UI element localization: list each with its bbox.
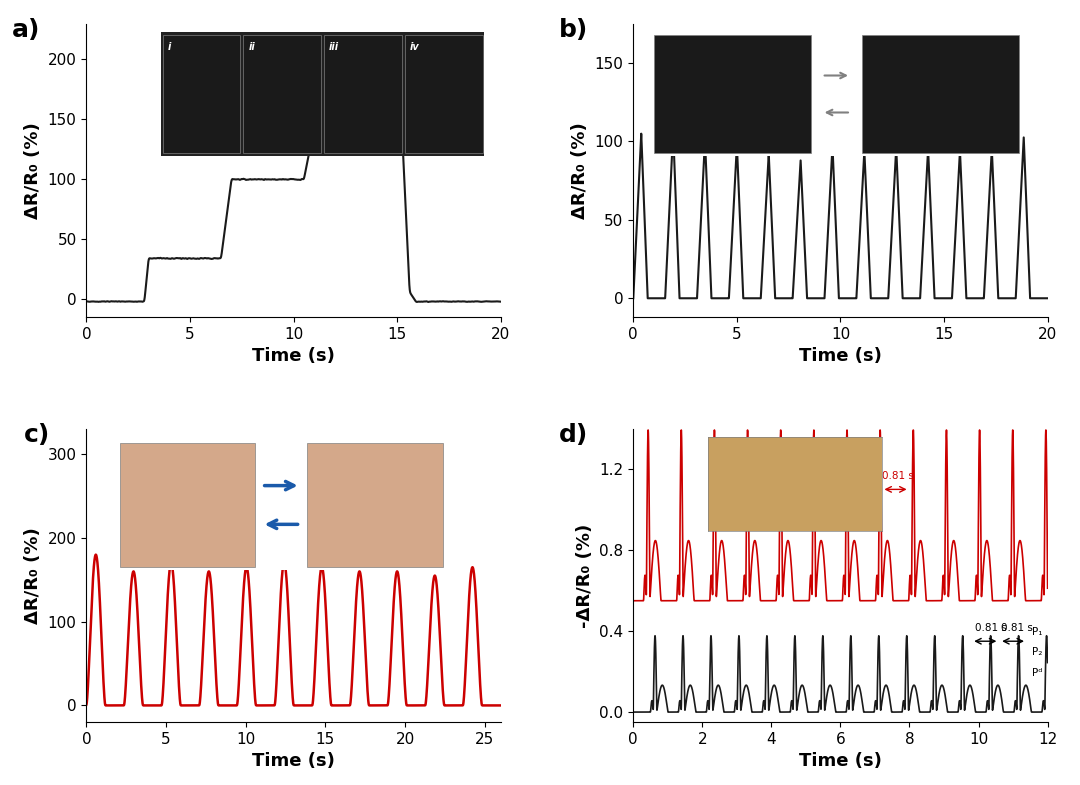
Text: c): c) xyxy=(24,423,51,447)
Text: 0.81 s: 0.81 s xyxy=(882,471,914,481)
Y-axis label: ΔR/R₀ (%): ΔR/R₀ (%) xyxy=(24,122,42,219)
Text: P₁: P₁ xyxy=(1032,627,1042,637)
X-axis label: Time (s): Time (s) xyxy=(252,753,335,771)
Y-axis label: ΔR/R₀ (%): ΔR/R₀ (%) xyxy=(24,527,42,624)
X-axis label: Time (s): Time (s) xyxy=(252,348,335,365)
Text: 0.96 s: 0.96 s xyxy=(848,441,879,451)
Text: 0.81 s: 0.81 s xyxy=(975,623,1007,633)
X-axis label: Time (s): Time (s) xyxy=(799,753,882,771)
Text: b): b) xyxy=(558,18,588,42)
Y-axis label: -ΔR/R₀ (%): -ΔR/R₀ (%) xyxy=(576,524,594,627)
Text: P₂: P₂ xyxy=(1032,648,1042,657)
Text: 0.81 s: 0.81 s xyxy=(1001,623,1032,633)
Text: d): d) xyxy=(558,423,588,447)
Text: a): a) xyxy=(12,18,40,42)
X-axis label: Time (s): Time (s) xyxy=(799,348,882,365)
Text: Pᵈ: Pᵈ xyxy=(1032,667,1042,677)
Y-axis label: ΔR/R₀ (%): ΔR/R₀ (%) xyxy=(571,122,589,219)
